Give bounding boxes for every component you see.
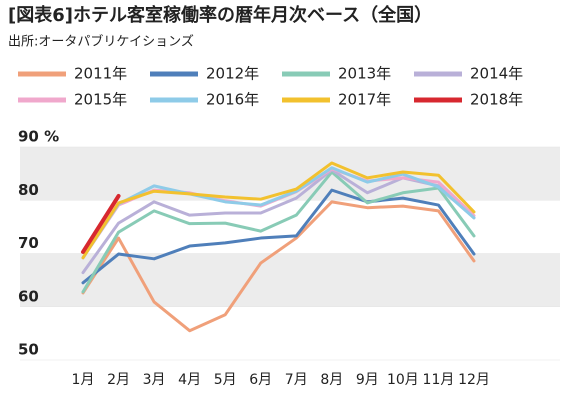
legend-label: 2017年 [338, 91, 391, 109]
x-tick-label: 7月 [285, 372, 308, 388]
chart-subtitle: 出所:オータパブリケイションズ [8, 34, 194, 50]
x-tick-label: 12月 [458, 372, 490, 388]
x-tick-label: 9月 [356, 372, 379, 388]
x-tick-label: 10月 [387, 372, 419, 388]
y-tick-label: 80 [18, 181, 39, 199]
y-tick-label: 90 % [18, 128, 59, 146]
legend-label: 2014年 [470, 65, 523, 83]
x-tick-label: 2月 [107, 372, 130, 388]
x-tick-label: 1月 [72, 372, 95, 388]
x-tick-label: 11月 [423, 372, 455, 388]
y-tick-label: 70 [18, 234, 39, 252]
series-line [81, 166, 476, 260]
legend-label: 2013年 [338, 65, 391, 83]
legend-label: 2016年 [206, 91, 259, 109]
legend-label: 2011年 [74, 65, 127, 83]
x-tick-label: 6月 [249, 372, 272, 388]
chart-title: [図表6]ホテル客室稼働率の暦年月次ベース（全国） [8, 4, 432, 26]
series-line [81, 200, 476, 333]
x-tick-label: 5月 [214, 372, 237, 388]
series-line [81, 188, 476, 285]
series-line [81, 170, 476, 294]
y-tick-label: 50 [18, 341, 39, 359]
legend-label: 2015年 [74, 91, 127, 109]
x-tick-label: 8月 [320, 372, 343, 388]
x-tick-label: 4月 [178, 372, 201, 388]
series-line [81, 161, 476, 260]
y-tick-label: 60 [18, 287, 39, 305]
legend-label: 2018年 [470, 91, 523, 109]
series-line [81, 193, 121, 254]
legend-label: 2012年 [206, 65, 259, 83]
x-tick-label: 3月 [143, 372, 166, 388]
